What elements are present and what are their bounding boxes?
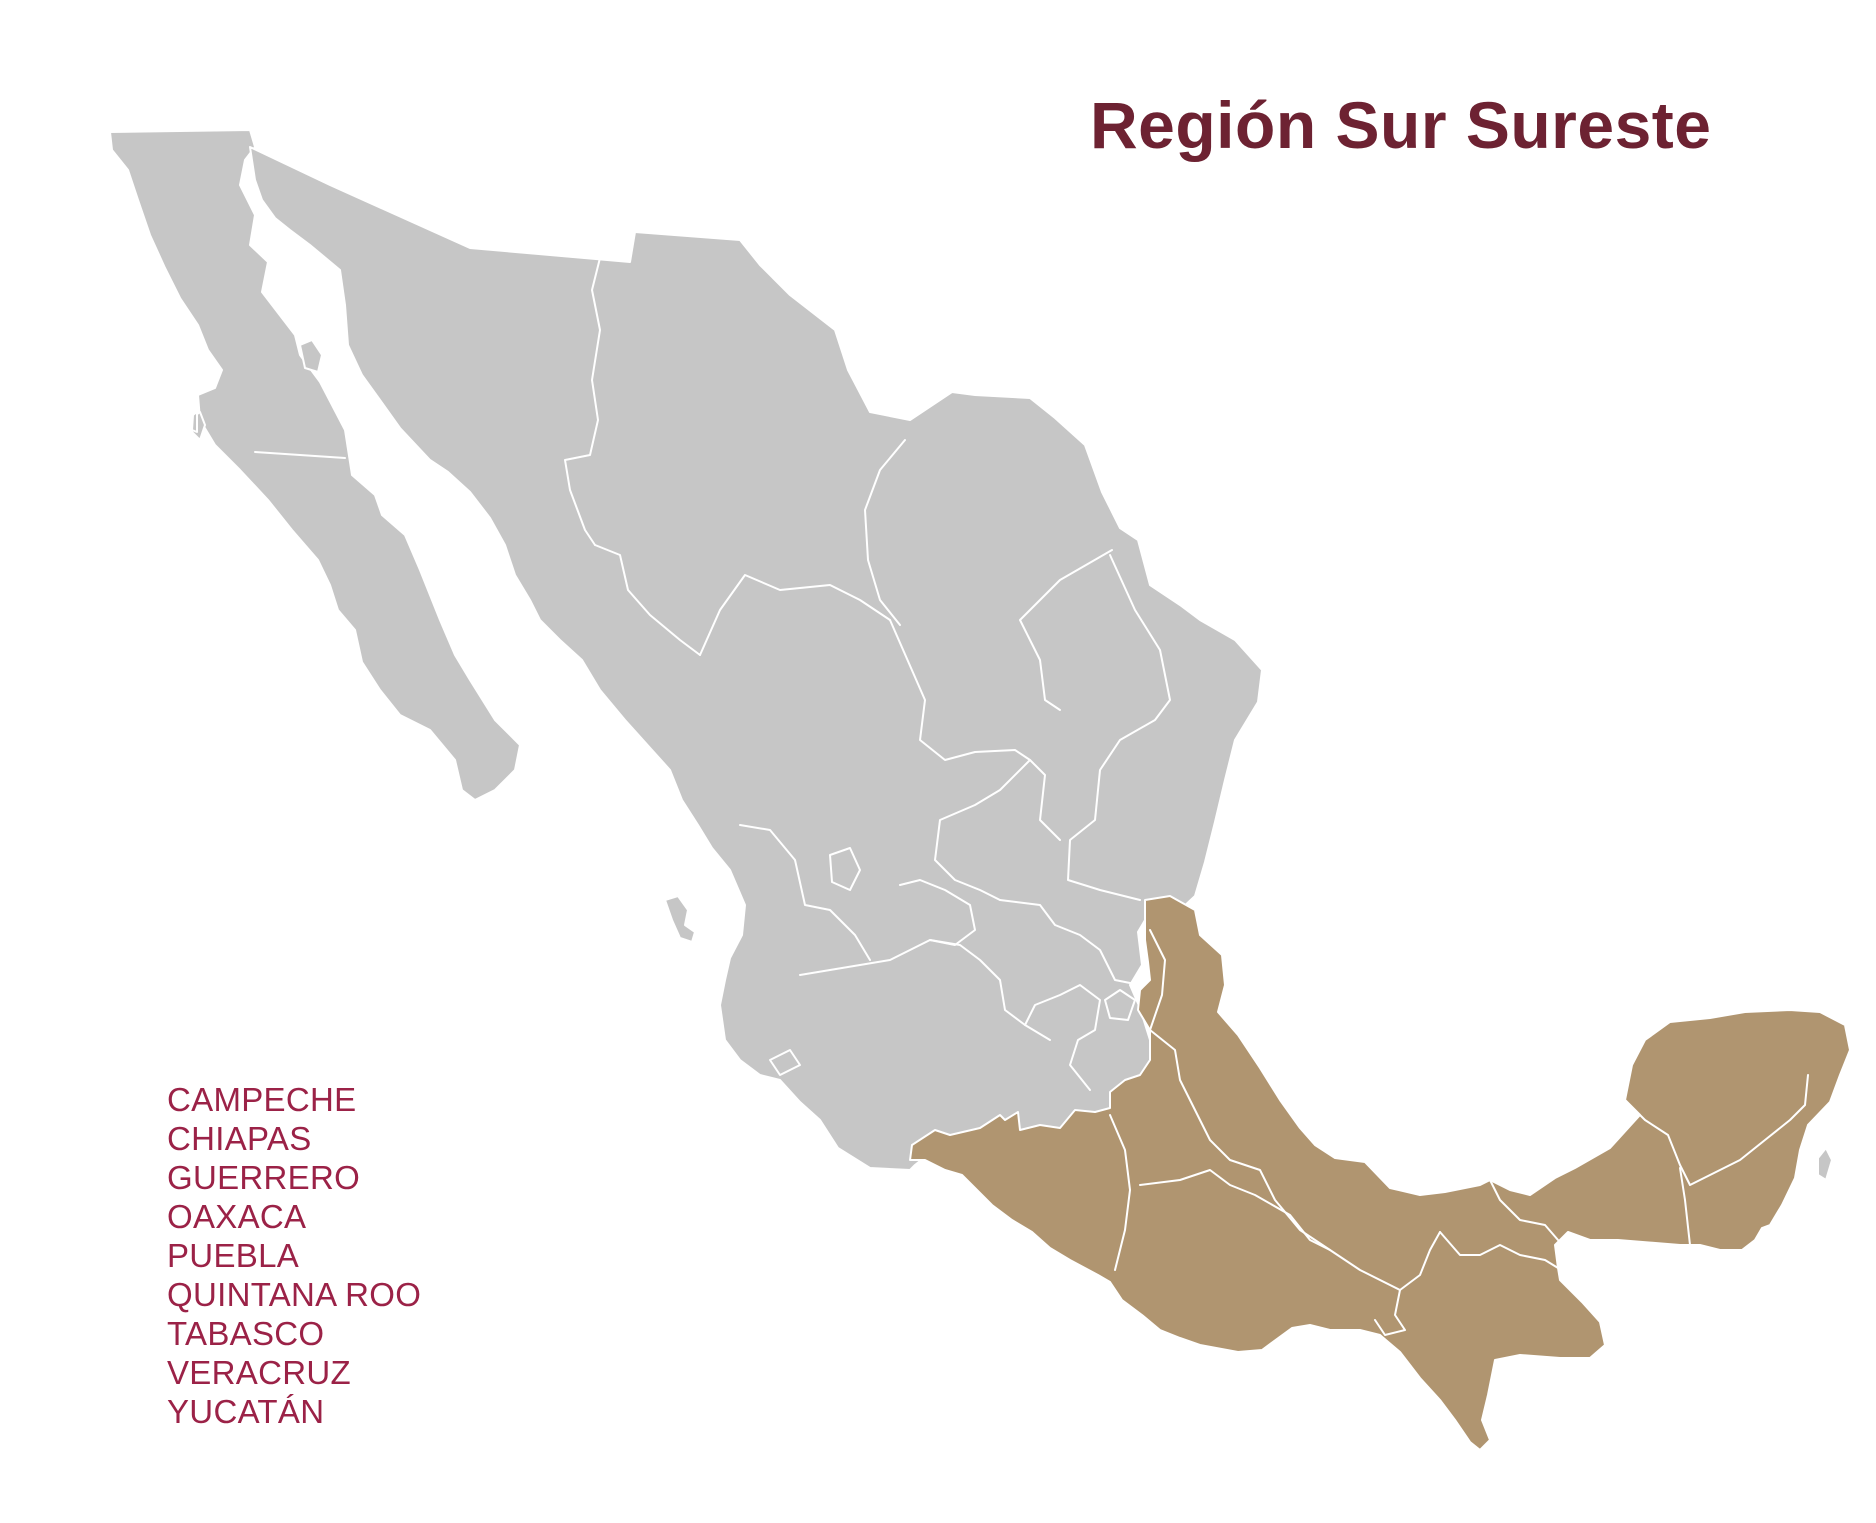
islas-revillagigedo <box>664 895 696 943</box>
border-michoacan <box>799 939 1051 1041</box>
state-label-oaxaca: OAXACA <box>167 1198 307 1235</box>
border-puebla-oaxaca <box>1139 1169 1331 1251</box>
isla-cedros <box>191 411 198 433</box>
border-nuevo-leon-tamaulipas <box>1067 554 1171 901</box>
border-nayarit-jalisco <box>739 824 871 961</box>
border-queretaro-hidalgo <box>999 899 1141 986</box>
state-label-puebla: PUEBLA <box>167 1237 300 1274</box>
state-label-guerrero: GUERRERO <box>167 1159 361 1196</box>
state-label-veracruz: VERACRUZ <box>167 1354 351 1391</box>
border-san-luis-potosi <box>934 759 1031 901</box>
border-tabasco-chiapas <box>1439 1231 1559 1269</box>
region-sur-sureste <box>909 895 1851 1451</box>
border-campeche-quintana-roo <box>1679 1167 1691 1246</box>
border-zacatecas <box>889 619 1061 841</box>
border-coahuila-nuevo-leon <box>1019 549 1113 711</box>
border-sinaloa <box>594 544 701 656</box>
state-label-tabasco: TABASCO <box>167 1315 325 1352</box>
page-title: Región Sur Sureste <box>1090 88 1712 162</box>
state-label-campeche: CAMPECHE <box>167 1081 357 1118</box>
state-label-quintana-roo: QUINTANA ROO <box>167 1276 422 1313</box>
border-aguascalientes <box>829 847 861 891</box>
border-oaxaca-chiapas <box>1374 1289 1406 1336</box>
border-colima <box>769 1049 801 1076</box>
border-chihuahua-coahuila <box>864 439 906 626</box>
baja-california-peninsula <box>109 129 521 801</box>
state-label-chiapas: CHIAPAS <box>167 1120 312 1157</box>
state-list: CAMPECHE CHIAPAS GUERRERO OAXACA PUEBLA … <box>167 1080 421 1431</box>
border-durango <box>699 574 891 656</box>
border-sonora-chihuahua <box>564 257 601 546</box>
border-guerrero-oaxaca <box>1109 1114 1131 1271</box>
border-veracruz-tabasco <box>1399 1231 1441 1291</box>
border-mexico-morelos <box>1024 984 1101 1091</box>
isla-cozumel <box>1817 1147 1833 1181</box>
border-veracruz-puebla <box>1149 929 1401 1291</box>
state-label-yucatan: YUCATÁN <box>167 1393 325 1430</box>
border-baja-california <box>254 451 346 459</box>
border-tlaxcala <box>1104 989 1136 1021</box>
border-tabasco-campeche <box>1489 1179 1559 1241</box>
isla-tiburon <box>299 339 323 373</box>
border-campeche-yucatan-quintana-roo <box>1624 1074 1809 1186</box>
